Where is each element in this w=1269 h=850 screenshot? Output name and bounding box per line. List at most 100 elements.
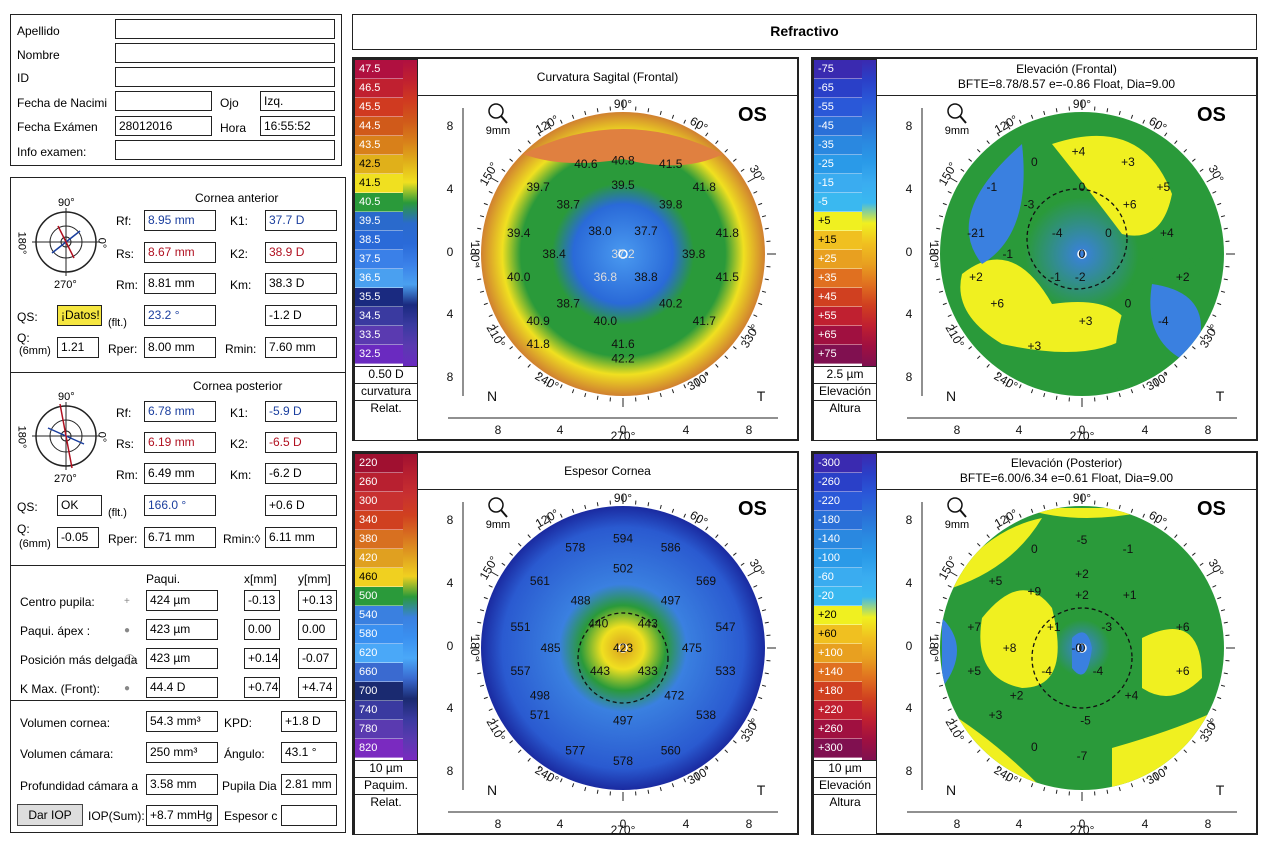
posterior-qs[interactable]: OK	[57, 495, 102, 516]
paqui-row-label: Paqui. ápex :	[20, 624, 91, 638]
map-panel-0: 47.5 46.5 45.5 44.5 43.5 42.5 41.5 40.5 39.5 38.5…	[352, 57, 799, 441]
scale-foot3: Altura	[814, 400, 876, 416]
paqui-row-y: -0.07	[298, 648, 337, 669]
info-field[interactable]	[115, 140, 335, 160]
zoom-label: 9mm	[486, 125, 510, 137]
topography-map[interactable]: -5-10+2+5+9 +2 +1+7 +1 -3 +6+8 0-0+5 -4 -4 +6+2 +4…	[877, 490, 1260, 835]
scale-cell: +180	[814, 682, 862, 701]
scale-cell: 500	[355, 587, 403, 606]
map-value: 533	[715, 664, 735, 678]
map-value: +9	[1027, 584, 1041, 598]
map-region	[1052, 135, 1172, 236]
paqui-row-value: 423 µm	[146, 619, 218, 640]
map-value: 560	[661, 743, 681, 757]
iop-sum: +8.7 mmHg	[146, 805, 218, 826]
posterior-axis: 166.0 °	[144, 495, 216, 516]
posterior-axis-dial	[32, 402, 100, 470]
scale-foot2: Elevación	[814, 777, 876, 793]
axis-label: 30°	[747, 557, 768, 580]
axis-label: N	[487, 782, 497, 798]
map-value: 594	[613, 531, 633, 545]
anterior-q: 1.21	[57, 337, 99, 358]
map-value: 551	[510, 620, 530, 634]
examen-field[interactable]: 28012016	[115, 116, 212, 136]
scale-cell: 780	[355, 720, 403, 739]
map-value: +3	[989, 708, 1003, 722]
map-title: Elevación (Frontal)	[1016, 62, 1117, 76]
axis-label: 8	[447, 370, 454, 384]
map-value: 569	[696, 574, 716, 588]
map-value: 39.8	[682, 247, 706, 261]
anterior-qs-warning[interactable]: ¡Datos!	[57, 305, 102, 326]
examen-label: Fecha Exámen	[17, 120, 98, 134]
apellido-field[interactable]	[115, 19, 335, 39]
map-region	[960, 259, 1132, 352]
map-value: -4	[1041, 664, 1052, 678]
nombre-field[interactable]	[115, 43, 335, 63]
nacim-field[interactable]	[115, 91, 212, 111]
axis-label: 4	[683, 817, 690, 831]
axis-label: 0	[906, 245, 913, 259]
scale-cell: 40.5	[355, 193, 403, 212]
hora-field[interactable]: 16:55:52	[260, 116, 335, 136]
scale-cell: 220	[355, 454, 403, 473]
map-title: Elevación (Posterior)	[1010, 456, 1123, 470]
map-subtitle: BFTE=6.00/6.34 e=0.61 Float, Dia=9.00	[959, 471, 1174, 485]
dar-iop-button[interactable]: Dar IOP	[17, 804, 83, 826]
scale-cell: 420	[355, 549, 403, 568]
map-value: 586	[661, 540, 681, 554]
scale-foot1: 10 µm	[814, 760, 876, 776]
map-value: 488	[571, 593, 591, 607]
map-value: +2	[1075, 588, 1089, 602]
scale-cell: 740	[355, 701, 403, 720]
hora-label: Hora	[220, 121, 247, 135]
scale-foot2: Paquim.	[355, 777, 417, 793]
scale-cell: 33.5	[355, 326, 403, 345]
map-value: 39.8	[659, 198, 683, 212]
scale-cell: 45.5	[355, 98, 403, 117]
axis-label: T	[757, 388, 766, 404]
axis-label: 90°	[614, 491, 632, 505]
axis-label: 4	[1142, 817, 1149, 831]
map-value: +1	[1047, 620, 1061, 634]
ojo-field[interactable]: Izq.	[260, 91, 335, 111]
eye-label: OS	[1197, 104, 1226, 126]
map-value: 42.2	[611, 351, 635, 365]
axis-label: T	[757, 782, 766, 798]
id-field[interactable]	[115, 67, 335, 87]
map-value: 538	[696, 708, 716, 722]
paqui-row-mark: ●	[124, 625, 131, 636]
axis-label: 4	[447, 701, 454, 715]
scale-cell: 32.5	[355, 345, 403, 364]
map-value: -2	[967, 226, 978, 240]
axis-label: 270°	[611, 823, 636, 835]
anterior-rs: 8.67 mm	[144, 242, 216, 263]
axis-label: 270°	[1070, 823, 1095, 835]
axis-label: 4	[557, 423, 564, 437]
axis-label: N	[946, 388, 956, 404]
scale-foot1: 0.50 D	[355, 366, 417, 382]
paqui-row-mark: ●	[124, 683, 131, 694]
map-region	[952, 518, 1042, 588]
map-region	[980, 590, 1058, 688]
axis-label: 30°	[747, 163, 768, 186]
axis-label: 30°	[1206, 163, 1227, 186]
map-value: -3	[1024, 198, 1035, 212]
anterior-title: Cornea anterior	[195, 191, 279, 205]
topography-map[interactable]: 40.8 40.6 41.5 39.7 39.5 41.8 38.7 39.8 39.4 38.0…	[418, 96, 801, 441]
vol-cornea: 54.3 mm³	[146, 711, 218, 732]
paqui-row-x: 0.00	[244, 619, 280, 640]
axis-label: 8	[746, 423, 753, 437]
scale-cell: 260	[355, 473, 403, 492]
axis-label: 0	[906, 639, 913, 653]
scale-foot3: Relat.	[355, 400, 417, 416]
axis-label: 8	[447, 513, 454, 527]
axis-label: 4	[906, 576, 913, 590]
scale-cell: 300	[355, 492, 403, 511]
topography-map[interactable]: +4+300-1 +5-3 +6-1 -4 0 +4-2-1 0+2 -1 -2 +20+6+3-…	[877, 96, 1260, 441]
map-value: 38.4	[542, 247, 566, 261]
map-value: 36.8	[594, 270, 618, 284]
zoom-icon	[488, 103, 504, 119]
map-value: +6	[1123, 198, 1137, 212]
